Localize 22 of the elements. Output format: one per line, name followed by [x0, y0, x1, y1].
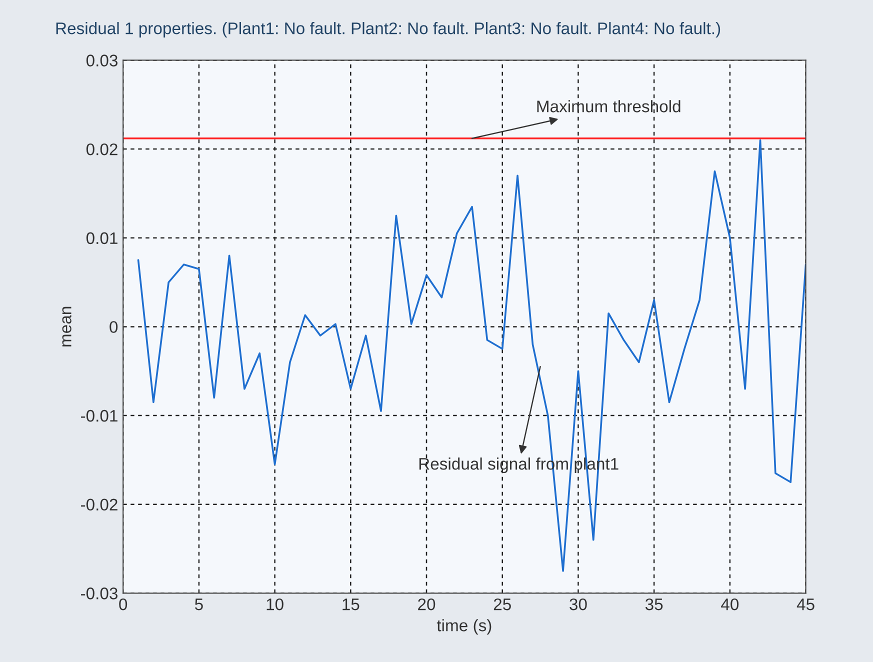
- y-tick-label: 0.01: [86, 232, 118, 244]
- x-tick-label: 10: [266, 598, 284, 610]
- y-tick-label: -0.03: [80, 588, 118, 600]
- y-tick-label: 0: [110, 321, 118, 333]
- x-tick-label: 5: [194, 598, 203, 610]
- x-tick-label: 35: [645, 598, 663, 610]
- y-axis-title: mean: [62, 306, 72, 346]
- y-tick-label: 0.03: [86, 54, 118, 66]
- annotation: Maximum threshold: [537, 100, 680, 112]
- x-tick-label: 45: [796, 598, 814, 610]
- chart-title: Residual 1 properties. (Plant1: No fault. Plant2: No fault. Plant3: No fault. Plant4: No fault.): [56, 22, 720, 38]
- x-axis-title: time (s): [436, 619, 492, 635]
- x-tick-label: 15: [342, 598, 360, 610]
- y-tick-label: 0.02: [86, 143, 118, 156]
- x-tick-label: 25: [494, 598, 511, 610]
- x-tick-label: 20: [418, 598, 436, 610]
- y-tick-label: -0.02: [80, 498, 118, 511]
- y-tick-label: -0.01: [80, 410, 118, 422]
- line-series: [137, 139, 806, 572]
- x-tick-label: 30: [570, 598, 587, 610]
- x-tick-label: 40: [721, 598, 739, 610]
- x-tick-label: 0: [119, 598, 128, 610]
